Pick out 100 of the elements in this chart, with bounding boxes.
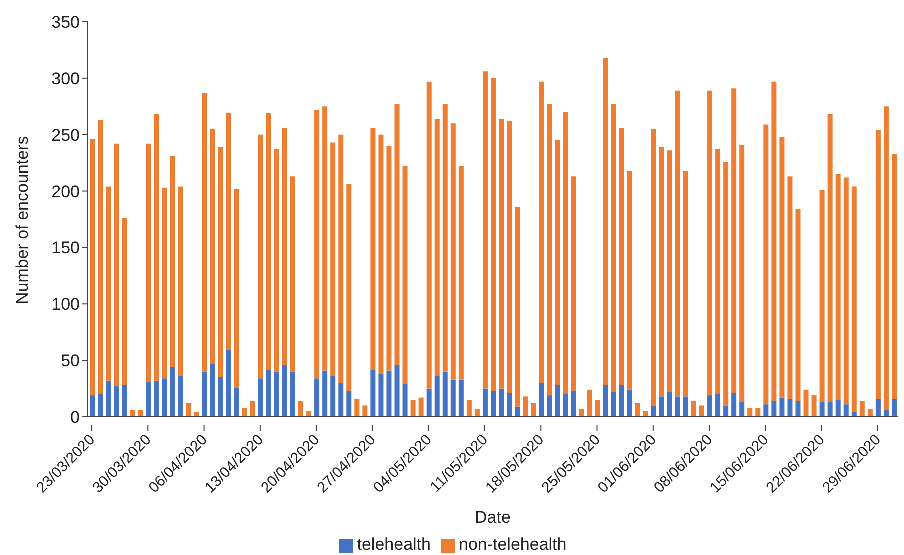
bar: [458, 380, 464, 417]
bar: [90, 139, 95, 396]
bar: [322, 370, 328, 417]
bar: [611, 392, 616, 417]
bar: [258, 378, 264, 417]
bar: [474, 409, 480, 417]
bar: [611, 104, 616, 392]
bar: [619, 385, 624, 417]
bar: [732, 88, 737, 394]
bar: [114, 386, 120, 417]
bar: [884, 410, 889, 417]
bar: [555, 385, 560, 417]
bar: [370, 370, 376, 417]
bar: [154, 114, 160, 381]
bar: [394, 365, 400, 417]
bar: [844, 404, 849, 417]
bar: [426, 82, 432, 389]
bar: [106, 186, 112, 381]
bar: [667, 392, 672, 417]
bar: [531, 403, 536, 417]
bar: [667, 150, 672, 392]
bar: [619, 128, 624, 386]
bar: [627, 390, 632, 417]
bar: [370, 128, 376, 370]
bar: [507, 393, 512, 417]
bar: [828, 114, 833, 402]
bar: [338, 383, 344, 417]
bar: [716, 394, 721, 417]
bar: [322, 106, 328, 371]
legend-label: non-telehealth: [458, 535, 567, 554]
bar: [683, 170, 688, 397]
bar: [346, 391, 352, 417]
bar: [539, 383, 544, 417]
bar: [242, 408, 248, 417]
bar: [266, 113, 272, 370]
bar: [490, 78, 496, 392]
bar: [547, 396, 552, 417]
bar: [434, 376, 440, 417]
bar: [603, 385, 608, 417]
bar: [282, 128, 288, 366]
bar: [402, 166, 408, 384]
bar: [563, 394, 568, 417]
bar: [106, 380, 112, 417]
bar: [651, 406, 656, 417]
bar: [362, 406, 368, 417]
bar: [515, 207, 520, 407]
bar: [330, 142, 336, 376]
bar: [788, 398, 793, 417]
bar: [844, 178, 849, 405]
bar: [338, 134, 344, 384]
bar: [876, 130, 881, 399]
bar: [146, 382, 152, 417]
bar: [234, 388, 240, 417]
bar: [515, 406, 520, 417]
bar: [772, 82, 777, 402]
bar: [170, 156, 176, 368]
bar: [426, 388, 432, 417]
y-tick-label: 50: [61, 352, 80, 371]
bar: [178, 376, 184, 417]
bar: [796, 209, 801, 402]
bar: [820, 190, 825, 402]
bar: [170, 367, 176, 417]
bar: [804, 390, 809, 417]
bar: [828, 402, 833, 417]
bar: [98, 120, 104, 394]
bar: [378, 134, 384, 374]
bar: [780, 137, 785, 398]
bar: [708, 90, 713, 396]
bar: [555, 140, 560, 386]
bar: [466, 400, 472, 417]
bar: [820, 402, 825, 417]
bar: [716, 150, 721, 394]
bar: [122, 385, 128, 417]
bar: [788, 176, 793, 399]
bar: [523, 396, 528, 417]
bar: [691, 401, 696, 417]
bar: [700, 406, 705, 417]
bar: [482, 388, 488, 417]
bar: [740, 402, 745, 417]
y-tick-label: 250: [52, 126, 80, 145]
bar: [298, 401, 304, 417]
legend-label: telehealth: [357, 535, 431, 554]
bar: [547, 104, 552, 396]
bar: [162, 378, 168, 417]
bar: [138, 410, 144, 417]
bar: [394, 104, 400, 366]
bar: [579, 409, 584, 417]
bar: [122, 218, 128, 386]
bar: [458, 166, 464, 380]
bar: [635, 403, 640, 417]
bar: [234, 189, 240, 388]
bar: [796, 401, 801, 417]
bar: [732, 393, 737, 417]
bar: [651, 129, 656, 406]
bar: [266, 370, 272, 417]
bar: [884, 106, 889, 410]
bar: [868, 409, 873, 417]
bar: [210, 129, 216, 364]
bar: [330, 376, 336, 417]
bar: [450, 124, 456, 380]
